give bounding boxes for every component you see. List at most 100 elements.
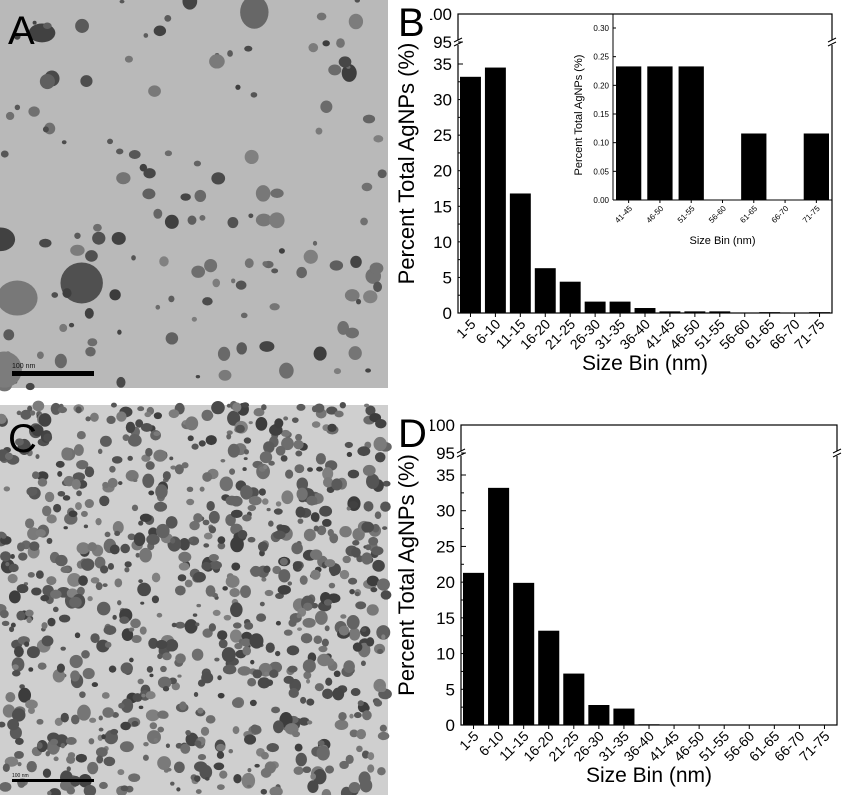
- nanoparticle: [178, 551, 192, 563]
- inset-y-tick-label: 0.10: [593, 139, 609, 148]
- nanoparticle: [194, 189, 207, 202]
- bar: [659, 311, 681, 313]
- nanoparticle: [302, 659, 316, 673]
- y-tick-label: 5: [443, 268, 452, 287]
- nanoparticle: [97, 448, 103, 455]
- nanoparticle: [0, 280, 38, 316]
- inset-x-tick-label: 46-50: [645, 204, 666, 225]
- nanoparticle: [180, 743, 191, 754]
- y-tick-label: 100: [424, 5, 452, 24]
- inset-y-tick-label: 0.25: [593, 53, 609, 62]
- nanoparticle: [350, 255, 362, 269]
- nanoparticle: [54, 353, 67, 369]
- nanoparticle: [193, 571, 206, 583]
- bar: [588, 705, 610, 725]
- nanoparticle: [231, 698, 243, 708]
- nanoparticle: [247, 767, 252, 773]
- nanoparticle: [283, 416, 289, 421]
- nanoparticle: [4, 452, 14, 460]
- nanoparticle: [111, 232, 126, 245]
- nanoparticle: [193, 761, 208, 772]
- nanoparticle: [55, 734, 69, 748]
- nanoparticle: [217, 542, 226, 550]
- nanoparticle: [153, 431, 161, 437]
- nanoparticle: [362, 464, 376, 476]
- nanoparticle: [114, 530, 121, 536]
- scale-bar-a: [12, 371, 94, 376]
- nanoparticle: [231, 278, 236, 284]
- bar: [609, 301, 631, 313]
- nanoparticle: [269, 212, 285, 229]
- inset-y-tick-label: 0.00: [593, 196, 609, 205]
- nanoparticle: [322, 40, 330, 47]
- nanoparticle: [60, 646, 66, 651]
- nanoparticle: [84, 308, 94, 319]
- nanoparticle: [178, 562, 190, 571]
- nanoparticle: [363, 501, 374, 512]
- nanoparticle: [373, 699, 383, 707]
- nanoparticle: [288, 687, 299, 699]
- nanoparticle: [316, 12, 327, 21]
- nanoparticle: [273, 508, 283, 515]
- nanoparticle: [169, 456, 174, 461]
- nanoparticle: [109, 465, 116, 473]
- bar: [559, 281, 581, 313]
- nanoparticle: [281, 490, 294, 505]
- nanoparticle: [98, 727, 104, 732]
- nanoparticle: [319, 505, 333, 517]
- nanoparticle: [103, 625, 117, 635]
- nanoparticle: [220, 459, 226, 463]
- nanoparticle: [240, 0, 269, 29]
- nanoparticle: [39, 73, 55, 90]
- nanoparticle: [266, 743, 279, 753]
- nanoparticle: [180, 193, 191, 201]
- nanoparticle: [218, 369, 232, 381]
- nanoparticle: [80, 510, 88, 517]
- nanoparticle: [92, 231, 106, 245]
- nanoparticle: [29, 541, 40, 551]
- nanoparticle: [367, 764, 375, 773]
- nanoparticle: [38, 413, 52, 427]
- nanoparticle: [283, 629, 293, 636]
- nanoparticle: [153, 449, 167, 462]
- y-tick-label: 0: [443, 304, 452, 323]
- nanoparticle: [17, 542, 25, 552]
- nanoparticle: [83, 784, 97, 795]
- nanoparticle: [116, 148, 124, 155]
- nanoparticle: [71, 478, 81, 490]
- nanoparticle: [16, 610, 26, 621]
- nanoparticle: [322, 467, 334, 481]
- nanoparticle: [135, 552, 140, 558]
- nanoparticle: [240, 638, 251, 647]
- nanoparticle: [95, 582, 103, 591]
- nanoparticle: [98, 715, 103, 721]
- nanoparticle: [74, 632, 81, 639]
- nanoparticle: [323, 477, 334, 488]
- nanoparticle: [70, 670, 80, 682]
- nanoparticle: [111, 456, 123, 464]
- nanoparticle: [201, 672, 214, 684]
- nanoparticle: [99, 435, 112, 447]
- nanoparticle: [257, 677, 271, 689]
- nanoparticle: [110, 728, 119, 735]
- nanoparticle: [139, 547, 152, 563]
- nanoparticle: [140, 423, 153, 432]
- axis-break-mark: [827, 41, 837, 47]
- bar: [759, 312, 781, 313]
- nanoparticle: [202, 472, 213, 482]
- nanoparticle: [148, 85, 161, 97]
- nanoparticle: [361, 750, 370, 759]
- nanoparticle: [327, 423, 337, 432]
- y-tick-label: 0: [446, 716, 455, 735]
- nanoparticle: [168, 409, 180, 419]
- nanoparticle: [241, 631, 253, 641]
- nanoparticle: [361, 627, 367, 633]
- nanoparticle: [348, 781, 361, 794]
- nanoparticle: [153, 25, 167, 37]
- nanoparticle: [241, 772, 256, 789]
- nanoparticle: [112, 614, 117, 620]
- nanoparticle: [36, 742, 43, 749]
- nanoparticle: [43, 433, 53, 442]
- nanoparticle: [165, 639, 179, 652]
- nanoparticle: [376, 578, 390, 591]
